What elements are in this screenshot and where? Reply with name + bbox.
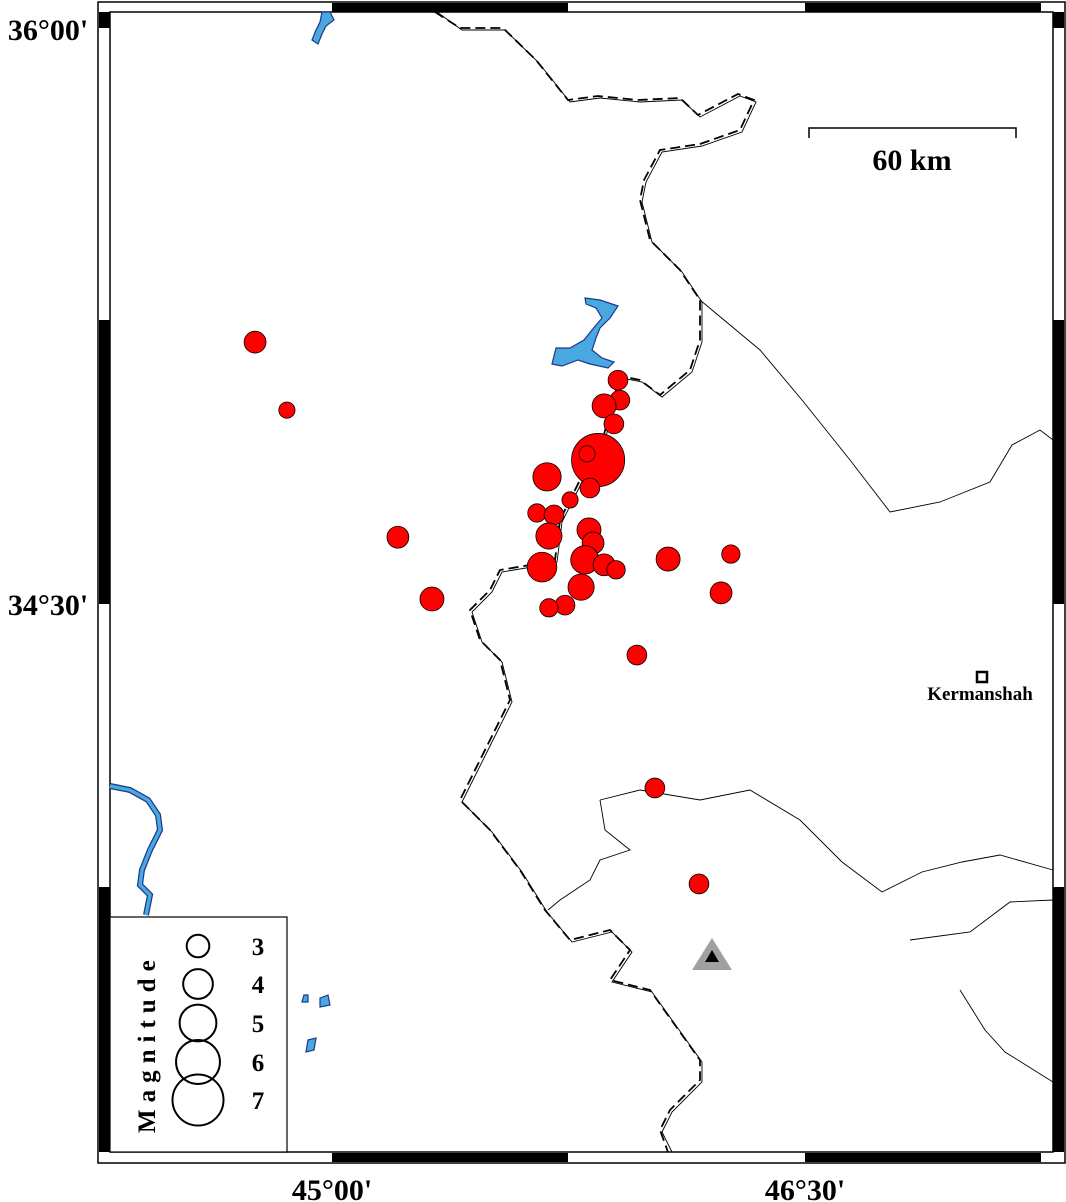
legend-label-4: 4: [252, 972, 265, 999]
map-frame: [97, 1, 1066, 1164]
earthquake-event: [626, 644, 648, 666]
earthquake-event: [543, 504, 565, 526]
earthquake-event: [526, 551, 558, 583]
city-square-icon: [975, 670, 989, 684]
legend-label-5: 5: [252, 1011, 265, 1038]
scale-bar: 60 km: [808, 127, 1017, 177]
earthquake-event: [532, 462, 562, 492]
earthquake-event: [607, 369, 629, 391]
legend-label-6: 6: [252, 1050, 265, 1077]
legend-circle-5: [178, 1003, 218, 1043]
earthquake-event: [591, 393, 617, 419]
earthquake-event: [721, 544, 741, 564]
legend-circle-3: [185, 933, 211, 959]
scale-bar-label: 60 km: [872, 144, 951, 177]
earthquake-event: [603, 413, 625, 435]
legend-circle-7: [171, 1073, 225, 1127]
earthquake-event: [567, 573, 595, 601]
river-fill: [109, 784, 162, 916]
admin-boundaries: [547, 299, 1054, 1083]
earthquake-event: [579, 477, 601, 499]
earthquake-event: [535, 522, 563, 550]
water-bodies: [301, 11, 619, 1053]
legend: Magnitude 3 4 5 6 7: [109, 916, 288, 1153]
legend-circle-4: [182, 968, 214, 1000]
international-border: [434, 11, 756, 1153]
lat-label-36: 36°00': [8, 14, 88, 47]
earthquake-event: [386, 525, 410, 549]
axis-labels: 36°00' 34°30' 45°00' 46°30': [8, 14, 845, 1202]
legend-label-7: 7: [252, 1088, 265, 1115]
legend-title: Magnitude: [134, 953, 161, 1133]
city-kermanshah: Kermanshah: [927, 670, 1033, 705]
lon-label-46-30: 46°30': [765, 1174, 845, 1202]
earthquake-event: [655, 546, 681, 572]
earthquake-event: [644, 777, 666, 799]
earthquake-events: [243, 330, 741, 895]
earthquake-event: [243, 330, 267, 354]
earthquake-event: [561, 491, 579, 509]
lat-label-34-30: 34°30': [8, 589, 88, 622]
station-triangle-icon: [692, 938, 732, 970]
earthquake-event: [527, 503, 547, 523]
legend-label-3: 3: [252, 934, 265, 961]
legend-circle-6: [175, 1039, 221, 1085]
earthquake-event: [578, 445, 596, 463]
earthquake-event: [606, 560, 626, 580]
city-label: Kermanshah: [927, 684, 1033, 705]
earthquake-event: [688, 873, 710, 895]
lon-label-45: 45°00': [292, 1174, 372, 1202]
earthquake-event: [278, 401, 296, 419]
earthquake-event: [571, 433, 626, 487]
province-border: [436, 11, 757, 1153]
earthquake-event: [419, 586, 445, 612]
earthquake-event: [539, 598, 559, 618]
earthquake-event: [709, 581, 733, 605]
